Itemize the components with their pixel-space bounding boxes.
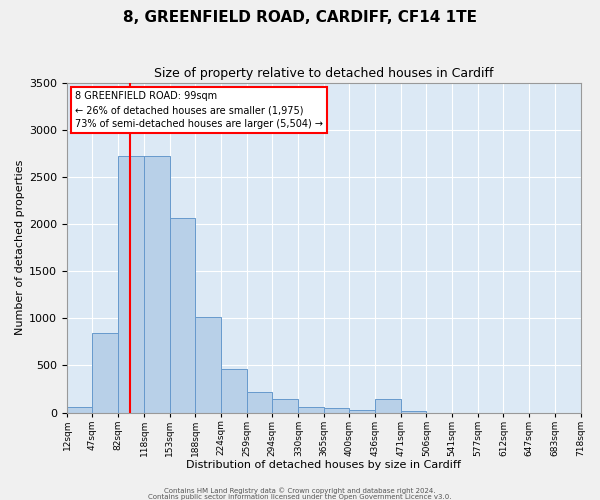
Bar [349,410,376,412]
Text: Contains public sector information licensed under the Open Government Licence v3: Contains public sector information licen… [148,494,452,500]
Bar [195,318,221,412]
Text: 8 GREENFIELD ROAD: 99sqm
← 26% of detached houses are smaller (1,975)
73% of sem: 8 GREENFIELD ROAD: 99sqm ← 26% of detach… [75,92,323,130]
Bar [92,332,118,412]
Bar [401,411,427,412]
Text: Contains HM Land Registry data © Crown copyright and database right 2024.: Contains HM Land Registry data © Crown c… [164,487,436,494]
Bar [247,392,272,412]
Bar [67,407,92,412]
Bar [376,399,401,412]
Bar [298,407,324,412]
Y-axis label: Number of detached properties: Number of detached properties [15,160,25,336]
Text: 8, GREENFIELD ROAD, CARDIFF, CF14 1TE: 8, GREENFIELD ROAD, CARDIFF, CF14 1TE [123,10,477,25]
Bar [118,156,144,412]
Bar [221,369,247,412]
Bar [324,408,349,412]
Title: Size of property relative to detached houses in Cardiff: Size of property relative to detached ho… [154,68,494,80]
Bar [144,156,170,412]
X-axis label: Distribution of detached houses by size in Cardiff: Distribution of detached houses by size … [187,460,461,470]
Bar [272,399,298,412]
Bar [170,218,195,412]
